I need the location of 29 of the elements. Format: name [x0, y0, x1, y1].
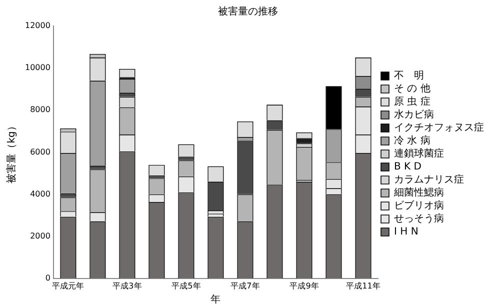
x-axis-title: 年: [210, 294, 221, 306]
legend-label: 冷 水 病: [394, 134, 430, 147]
legend-label: 連鎖球菌症: [394, 148, 444, 160]
x-tick-label: 平成11年: [346, 281, 380, 290]
legend-label: せっそう病: [394, 212, 444, 225]
y-tick-label: 4000: [30, 189, 50, 198]
y-tick-label: 0: [45, 273, 50, 282]
x-tick-label: 平成5年: [172, 281, 201, 290]
chart-title: 被害量の推移: [218, 6, 278, 18]
x-tick-label: 平成3年: [112, 281, 142, 290]
legend-label: 水カビ病: [394, 108, 434, 121]
x-tick-label: 平成9年: [290, 281, 319, 290]
legend-label: 不 明: [394, 70, 424, 82]
y-tick-label: 10000: [24, 63, 50, 72]
y-tick-label: 2000: [30, 231, 50, 240]
y-axis-title: 被害量（kg）: [6, 121, 18, 184]
legend-label: カラムナリス症: [394, 174, 464, 186]
legend-label: そ の 他: [394, 82, 430, 95]
legend-label: B K D: [394, 162, 422, 173]
legend-label: 原 虫 症: [394, 96, 430, 108]
y-tick-label: 6000: [30, 147, 50, 156]
legend-label: ビブリオ病: [394, 200, 444, 212]
x-tick-label: 平成元年: [52, 281, 84, 290]
legend-label: イクチオフォヌス症: [394, 122, 484, 134]
x-tick-label: 平成7年: [230, 281, 260, 290]
legend-label: 細菌性鰓病: [393, 186, 444, 199]
y-tick-label: 8000: [30, 105, 50, 114]
legend-label: I H N: [394, 226, 418, 238]
y-tick-label: 12000: [24, 21, 50, 30]
